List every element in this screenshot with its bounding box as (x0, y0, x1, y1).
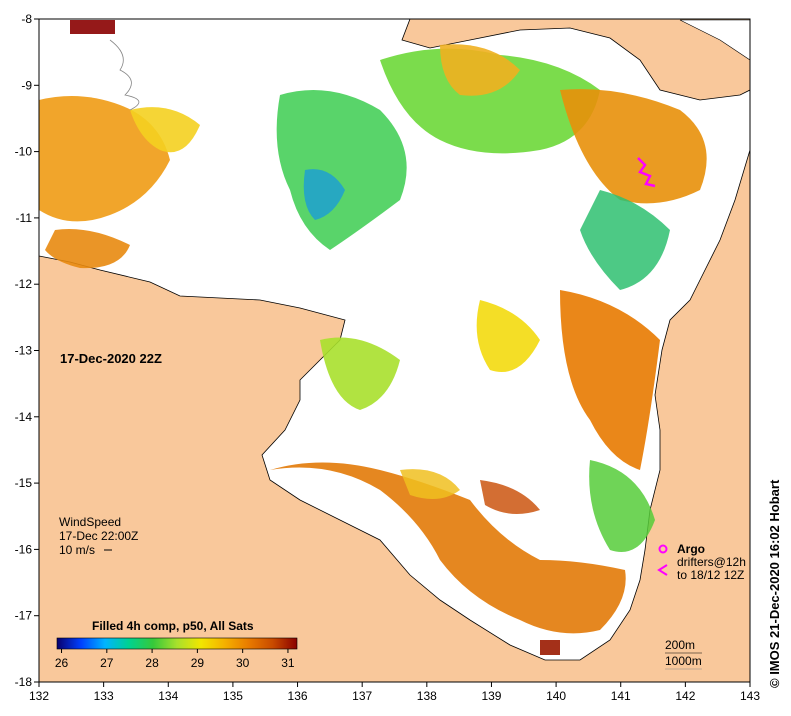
colorbar-tick-label: 30 (236, 656, 250, 670)
coast-inlet (679, 19, 750, 61)
y-tick-label: -9 (21, 78, 32, 92)
colorbar-tick-label: 27 (100, 656, 114, 670)
x-tick-label: 132 (29, 689, 49, 703)
drifter-arrow-icon (657, 564, 668, 576)
x-tick-label: 143 (740, 689, 760, 703)
x-axis-ticks: 132 133 134 135 136 137 138 139 140 141 142 143 (29, 682, 760, 703)
y-tick-label: -13 (15, 344, 33, 358)
colorbar-ticks: 26 27 28 29 30 31 (55, 649, 295, 670)
isobath-label-b: 1000m (665, 654, 702, 668)
ocean-region (39, 19, 750, 661)
wind-scale-label: 10 m/s (59, 543, 95, 557)
y-tick-label: -11 (16, 211, 33, 225)
y-tick-label: -8 (21, 12, 32, 26)
isobath-label-a: 200m (665, 638, 695, 652)
colorbar-title: Filled 4h comp, p50, All Sats (92, 619, 254, 633)
legend-drifters-line2: to 18/12 12Z (677, 568, 744, 582)
x-tick-label: 134 (158, 689, 178, 703)
colorbar-tick-label: 29 (191, 656, 205, 670)
date-label: 17-Dec-2020 22Z (60, 351, 162, 366)
y-axis-ticks: -8 -9 -10 -11 -12 -13 -14 -15 -16 -17 -18 (15, 12, 39, 689)
x-tick-label: 141 (611, 689, 631, 703)
colorbar (56, 637, 298, 650)
argo-drifter-track (637, 157, 656, 188)
x-tick-label: 136 (288, 689, 308, 703)
y-tick-label: -15 (15, 476, 33, 490)
credit-text: © IMOS 21-Dec-2020 16:02 Hobart (767, 479, 782, 688)
x-tick-label: 137 (352, 689, 372, 703)
legend-drifters-line1: drifters@12h (677, 555, 746, 569)
x-tick-label: 140 (546, 689, 566, 703)
x-tick-label: 135 (223, 689, 243, 703)
x-tick-label: 142 (675, 689, 695, 703)
y-tick-label: -14 (15, 410, 33, 424)
y-tick-label: -17 (15, 609, 33, 623)
y-tick-label: -10 (15, 145, 33, 159)
sst-patches (39, 20, 707, 655)
argo-marker-icon (658, 544, 668, 554)
colorbar-tick-label: 31 (281, 656, 295, 670)
x-tick-label: 133 (94, 689, 114, 703)
y-tick-label: -18 (15, 675, 33, 689)
x-tick-label: 139 (481, 689, 501, 703)
wind-time: 17-Dec 22:00Z (59, 529, 138, 543)
legend-argo: Argo (677, 542, 705, 556)
colorbar-tick-label: 28 (145, 656, 159, 670)
isobath-lines (109, 39, 140, 111)
wind-title: WindSpeed (59, 515, 121, 529)
y-tick-label: -16 (15, 542, 33, 556)
colorbar-tick-label: 26 (55, 656, 69, 670)
y-tick-label: -12 (15, 277, 33, 291)
x-tick-label: 138 (417, 689, 437, 703)
